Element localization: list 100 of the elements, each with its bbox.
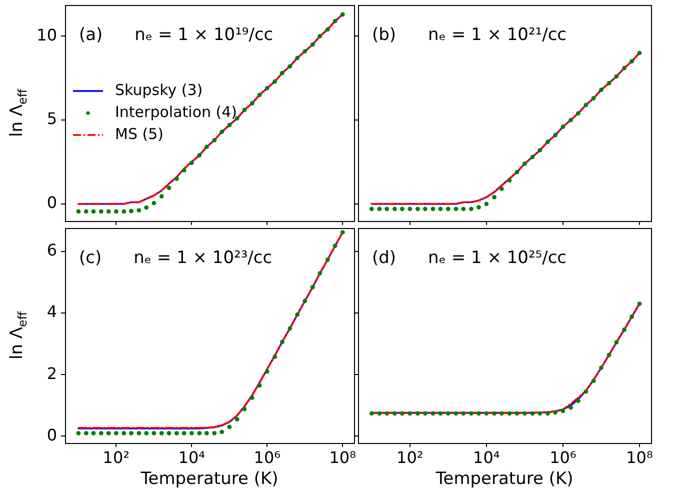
x-tick-label: 10⁶ bbox=[550, 448, 576, 467]
y-axis-title: ln Λeff bbox=[7, 310, 30, 360]
point bbox=[332, 18, 338, 24]
point bbox=[272, 79, 278, 84]
point bbox=[227, 424, 232, 430]
point bbox=[325, 27, 330, 32]
y-tick-label: 10 bbox=[36, 25, 57, 44]
point bbox=[295, 56, 300, 60]
point bbox=[340, 230, 345, 235]
point bbox=[144, 430, 149, 436]
point bbox=[189, 430, 194, 436]
point bbox=[197, 153, 202, 158]
y-tick-label: 0 bbox=[46, 425, 57, 444]
point bbox=[76, 430, 81, 436]
point bbox=[614, 340, 619, 344]
point bbox=[242, 406, 247, 412]
point bbox=[220, 130, 224, 134]
point bbox=[122, 430, 126, 436]
point bbox=[288, 326, 292, 331]
y-tick-label: 0 bbox=[46, 193, 57, 212]
point bbox=[622, 66, 626, 70]
y-tick-label: 2 bbox=[46, 364, 57, 383]
point bbox=[484, 411, 489, 416]
point bbox=[114, 430, 118, 436]
point bbox=[384, 206, 390, 212]
point bbox=[152, 200, 156, 206]
annotation: (a) bbox=[79, 25, 103, 45]
point bbox=[408, 411, 412, 416]
point bbox=[438, 206, 443, 212]
point bbox=[318, 34, 322, 38]
y-tick-label: 5 bbox=[46, 109, 57, 128]
y-tick-label: 4 bbox=[46, 302, 57, 322]
point bbox=[204, 144, 209, 150]
point bbox=[469, 206, 474, 212]
point bbox=[492, 411, 496, 416]
point bbox=[166, 430, 172, 436]
point bbox=[136, 208, 142, 212]
point bbox=[377, 206, 382, 212]
point bbox=[84, 209, 88, 214]
point bbox=[212, 138, 217, 142]
y-axis-title: ln Λeff bbox=[7, 88, 30, 138]
point bbox=[302, 49, 308, 54]
point bbox=[84, 430, 88, 436]
point bbox=[461, 206, 466, 212]
point bbox=[553, 410, 558, 415]
point bbox=[174, 430, 179, 436]
point bbox=[499, 186, 504, 191]
point bbox=[310, 42, 315, 47]
point bbox=[422, 411, 428, 416]
point bbox=[560, 124, 566, 129]
point bbox=[560, 408, 566, 414]
point bbox=[522, 411, 527, 416]
point bbox=[546, 140, 550, 144]
point bbox=[599, 88, 604, 92]
point bbox=[272, 354, 278, 359]
point bbox=[242, 108, 247, 112]
point bbox=[136, 430, 142, 436]
x-tick-label: 10⁶ bbox=[254, 448, 281, 467]
point bbox=[606, 352, 612, 358]
point bbox=[606, 80, 612, 86]
point bbox=[514, 411, 520, 416]
point bbox=[384, 411, 390, 416]
point bbox=[538, 411, 542, 416]
point bbox=[400, 206, 404, 212]
x-tick-label: 10⁴ bbox=[473, 448, 500, 467]
point bbox=[166, 186, 172, 190]
point bbox=[438, 411, 443, 416]
point bbox=[591, 378, 596, 383]
point bbox=[446, 411, 450, 416]
point bbox=[584, 102, 588, 108]
point bbox=[318, 271, 322, 276]
legend-label: MS (5) bbox=[115, 124, 164, 143]
point bbox=[280, 340, 284, 344]
point bbox=[250, 101, 254, 106]
point bbox=[416, 411, 420, 416]
point bbox=[568, 405, 573, 410]
point bbox=[257, 92, 262, 98]
point bbox=[98, 209, 104, 214]
point bbox=[174, 176, 179, 181]
point bbox=[476, 205, 481, 210]
point bbox=[530, 411, 535, 416]
point bbox=[400, 411, 404, 416]
point bbox=[454, 206, 458, 212]
annotation: nₑ = 1 × 10¹⁹/cc bbox=[134, 25, 274, 45]
point bbox=[514, 170, 520, 174]
point bbox=[507, 178, 512, 183]
point bbox=[476, 411, 481, 416]
annotation: nₑ = 1 × 10²³/cc bbox=[134, 248, 272, 268]
point bbox=[377, 411, 382, 416]
annotation: (d) bbox=[372, 248, 396, 268]
point bbox=[614, 74, 619, 79]
point bbox=[446, 206, 450, 212]
point bbox=[152, 430, 156, 436]
point bbox=[204, 430, 209, 436]
x-tick-label: 10⁸ bbox=[329, 448, 356, 467]
x-axis-title: Temperature (K) bbox=[434, 469, 574, 490]
point bbox=[461, 411, 466, 416]
point bbox=[129, 208, 134, 214]
point bbox=[469, 411, 474, 416]
point bbox=[422, 206, 428, 212]
